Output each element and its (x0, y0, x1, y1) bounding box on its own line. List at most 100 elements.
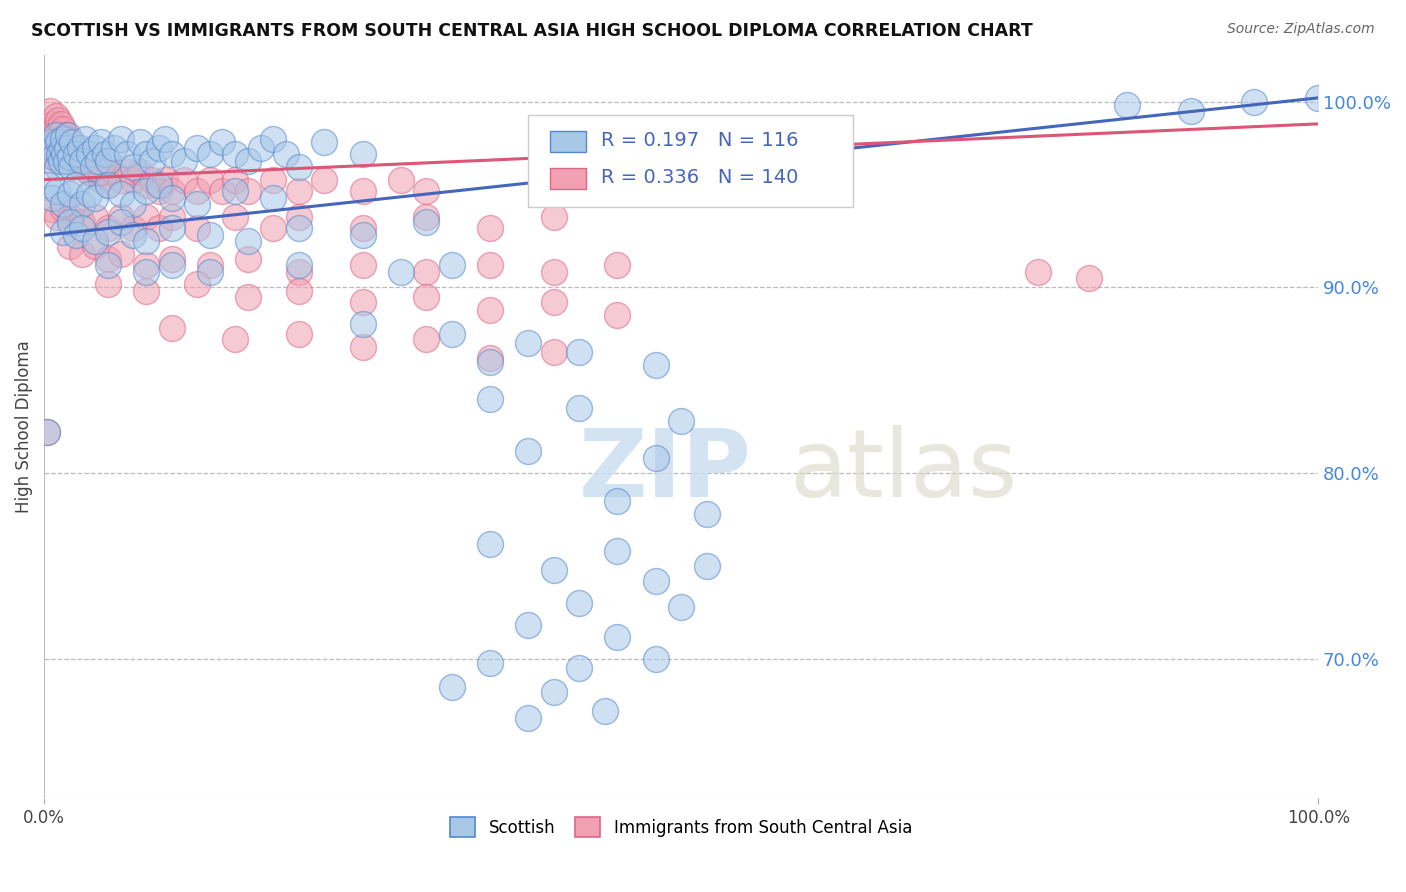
Text: atlas: atlas (789, 425, 1018, 517)
Point (160, 210, 183, 224)
Point (65, 146, 87, 161)
Point (53, 136, 76, 150)
Point (148, 220, 170, 235)
Point (415, 215, 437, 229)
Point (60, 136, 83, 150)
Point (35, 425, 58, 440)
Point (389, 265, 412, 279)
Point (479, 220, 502, 235)
Point (568, 345, 591, 359)
Point (72, 247, 94, 261)
Point (314, 136, 336, 150)
Point (135, 234, 157, 248)
Point (49, 154, 72, 169)
Point (415, 290, 437, 304)
Point (236, 252, 259, 267)
Point (67, 146, 90, 161)
Point (479, 351, 502, 365)
Point (51, 132, 73, 146)
Point (62, 141, 84, 155)
Point (479, 354, 502, 368)
Point (94, 165, 117, 179)
Point (72, 154, 94, 169)
Point (110, 132, 132, 146)
Point (86, 154, 108, 169)
Point (65, 154, 87, 169)
Point (224, 332, 246, 346)
Point (352, 220, 374, 235)
Point (94, 146, 117, 161)
Text: R = 0.197   N = 116: R = 0.197 N = 116 (600, 131, 799, 150)
Point (52, 196, 75, 211)
Point (415, 265, 437, 279)
Point (479, 656, 502, 670)
Point (249, 141, 271, 155)
Point (160, 184, 183, 198)
Point (543, 685, 565, 699)
Point (262, 220, 284, 235)
Point (122, 220, 145, 235)
Point (440, 258, 463, 272)
Point (58, 215, 80, 229)
Point (543, 210, 565, 224)
Point (58, 187, 80, 202)
Point (148, 178, 170, 193)
Point (65, 146, 87, 161)
Point (58, 239, 80, 253)
Point (186, 220, 208, 235)
Point (72, 154, 94, 169)
Point (198, 172, 221, 186)
Point (52, 141, 75, 155)
Point (517, 618, 540, 632)
Point (644, 652, 666, 666)
Point (56, 150, 79, 164)
Point (58, 132, 80, 146)
Point (110, 172, 132, 186)
Point (288, 210, 311, 224)
Point (97, 258, 120, 272)
Point (35, 425, 58, 440)
Point (288, 284, 311, 298)
Point (160, 321, 183, 335)
Point (45, 160, 67, 174)
Point (696, 558, 718, 573)
Point (122, 196, 145, 211)
Point (440, 326, 463, 341)
Point (186, 141, 208, 155)
Point (148, 141, 170, 155)
Point (186, 277, 208, 291)
Point (148, 184, 170, 198)
Point (41, 202, 63, 217)
Point (128, 136, 150, 150)
Point (97, 178, 120, 193)
Point (288, 326, 311, 341)
Point (42, 141, 65, 155)
Point (115, 146, 138, 161)
Point (644, 574, 666, 588)
Point (173, 172, 195, 186)
Point (84, 210, 107, 224)
Point (352, 146, 374, 161)
Point (58, 150, 80, 164)
Point (276, 146, 298, 161)
Point (644, 359, 666, 373)
Point (262, 191, 284, 205)
Point (415, 332, 437, 346)
Point (55, 128, 77, 142)
Point (90, 165, 112, 179)
Point (115, 165, 138, 179)
Point (236, 184, 259, 198)
Y-axis label: High School Diploma: High School Diploma (15, 340, 32, 513)
Point (141, 172, 163, 186)
Point (45, 146, 67, 161)
Point (48, 146, 70, 161)
Point (41, 150, 63, 164)
Point (84, 169, 107, 183)
Point (606, 258, 628, 272)
Point (97, 277, 120, 291)
Point (65, 228, 87, 243)
Point (73, 132, 96, 146)
Point (593, 704, 616, 718)
Point (543, 265, 565, 279)
Point (44, 150, 66, 164)
